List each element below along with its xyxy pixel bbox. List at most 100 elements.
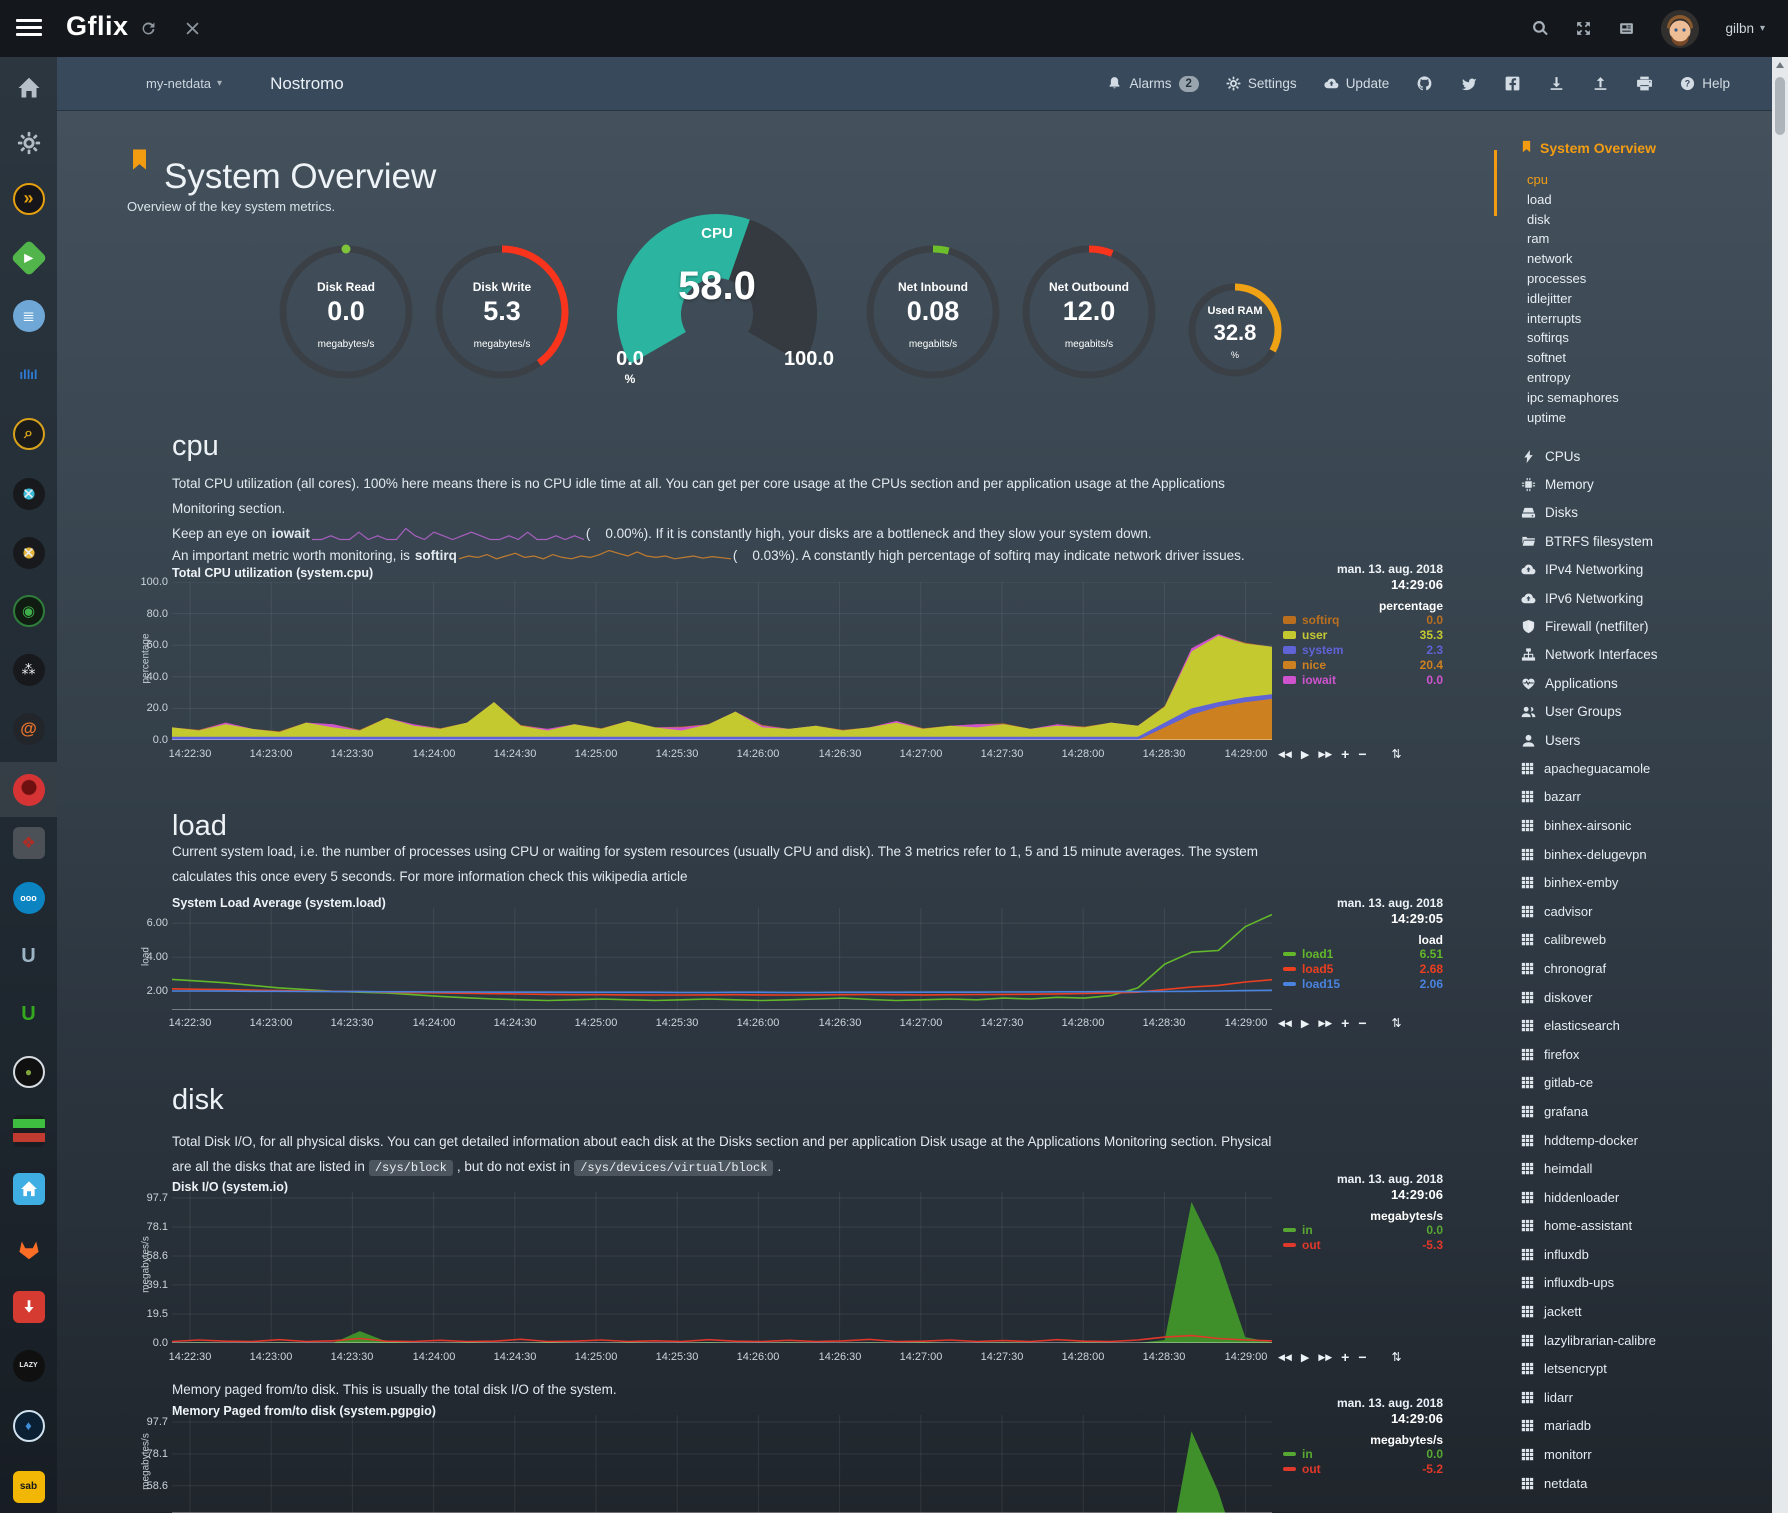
- nav-section-item[interactable]: Disks: [1521, 499, 1766, 527]
- nav-app-item[interactable]: binhex-airsonic: [1521, 811, 1766, 840]
- nav-app-item[interactable]: chronograf: [1521, 954, 1766, 983]
- legend-row[interactable]: iowait 0.0: [1283, 672, 1443, 687]
- nav-section-item[interactable]: Network Interfaces: [1521, 641, 1766, 669]
- nav-app-item[interactable]: binhex-delugevpn: [1521, 840, 1766, 869]
- nav-menu-item[interactable]: disk: [1527, 211, 1551, 227]
- legend-row[interactable]: nice 20.4: [1283, 657, 1443, 672]
- nav-app-item[interactable]: apacheguacamole: [1521, 754, 1766, 783]
- nav-app-item[interactable]: cadvisor: [1521, 897, 1766, 926]
- plex-icon[interactable]: »: [0, 171, 57, 226]
- nav-section-item[interactable]: IPv4 Networking: [1521, 556, 1766, 584]
- legend-row[interactable]: load1 6.51: [1283, 947, 1443, 962]
- menu-icon[interactable]: [16, 19, 42, 38]
- search-icon[interactable]: [1532, 20, 1549, 37]
- cubes-icon[interactable]: ❖: [0, 815, 57, 870]
- hostname[interactable]: Nostromo: [270, 73, 344, 93]
- nav-menu-item[interactable]: softnet: [1527, 350, 1567, 366]
- legend-row[interactable]: softirq 0.0: [1283, 613, 1443, 628]
- nav-app-item[interactable]: home-assistant: [1521, 1212, 1766, 1241]
- help-button[interactable]: ? Help: [1680, 76, 1730, 91]
- legend-row[interactable]: user 35.3: [1283, 628, 1443, 643]
- zoom-out-icon[interactable]: −: [1358, 746, 1367, 762]
- pan-left-icon[interactable]: ◀◀: [1278, 748, 1292, 759]
- disk-chart[interactable]: [172, 1192, 1272, 1343]
- nav-menu-item[interactable]: load: [1527, 191, 1552, 207]
- twitter-icon[interactable]: [1460, 75, 1477, 92]
- zoom-out-icon[interactable]: −: [1358, 1015, 1367, 1031]
- close-icon[interactable]: [184, 20, 201, 42]
- load-chart[interactable]: [172, 908, 1272, 1010]
- emby-icon[interactable]: ▶: [0, 230, 57, 285]
- app-x-gold-icon[interactable]: ✕: [0, 525, 57, 580]
- nav-app-item[interactable]: letsencrypt: [1521, 1354, 1766, 1383]
- nav-menu-item[interactable]: ram: [1527, 231, 1550, 247]
- nav-section-item[interactable]: CPUs: [1521, 442, 1766, 470]
- zoom-out-icon[interactable]: −: [1358, 1349, 1367, 1365]
- nav-menu-item[interactable]: entropy: [1527, 369, 1571, 385]
- droplet-icon[interactable]: ♦: [0, 1398, 57, 1453]
- nav-section-item[interactable]: IPv6 Networking: [1521, 584, 1766, 612]
- unraid-icon[interactable]: U: [21, 945, 36, 967]
- refresh-icon[interactable]: [140, 20, 157, 42]
- nav-app-item[interactable]: gitlab-ce: [1521, 1069, 1766, 1098]
- resize-icon[interactable]: ⇅: [1391, 1016, 1402, 1030]
- nav-app-item[interactable]: firefox: [1521, 1040, 1766, 1069]
- news-icon[interactable]: [1618, 20, 1635, 37]
- resize-icon[interactable]: ⇅: [1391, 747, 1402, 761]
- jackett-icon[interactable]: ⌕: [0, 406, 57, 461]
- legend-row[interactable]: in 0.0: [1283, 1447, 1443, 1462]
- nav-menu-item[interactable]: uptime: [1527, 409, 1567, 425]
- pan-right-icon[interactable]: ▶▶: [1318, 1351, 1333, 1362]
- nav-section-item[interactable]: User Groups: [1521, 698, 1766, 726]
- netdata-host-dropdown[interactable]: my-netdata ▾: [146, 76, 223, 91]
- facebook-icon[interactable]: [1504, 75, 1521, 92]
- sabnzbd-icon[interactable]: sab: [0, 1459, 57, 1513]
- nav-app-item[interactable]: diskover: [1521, 983, 1766, 1012]
- grafana-icon[interactable]: @: [0, 701, 57, 756]
- export-icon[interactable]: [1592, 75, 1609, 92]
- green-swirl-icon[interactable]: ◉: [0, 583, 57, 638]
- pan-right-icon[interactable]: ▶▶: [1318, 748, 1333, 759]
- nav-app-item[interactable]: bazarr: [1521, 783, 1766, 812]
- library-icon[interactable]: ≣: [0, 288, 57, 343]
- import-icon[interactable]: [1548, 75, 1565, 92]
- home-assistant-icon[interactable]: [0, 1161, 57, 1216]
- nav-app-item[interactable]: elasticsearch: [1521, 1011, 1766, 1040]
- nav-menu-item[interactable]: cpu: [1527, 172, 1548, 187]
- nav-app-item[interactable]: binhex-emby: [1521, 868, 1766, 897]
- zoom-in-icon[interactable]: +: [1341, 746, 1350, 762]
- alarms-button[interactable]: Alarms 2: [1107, 75, 1199, 92]
- nav-system-overview[interactable]: System Overview: [1520, 140, 1656, 156]
- legend-row[interactable]: system 2.3: [1283, 643, 1443, 658]
- pan-left-icon[interactable]: ◀◀: [1278, 1351, 1292, 1362]
- legend-row[interactable]: in 0.0: [1283, 1223, 1443, 1238]
- avatar[interactable]: [1661, 9, 1700, 48]
- nav-section-item[interactable]: BTRFS filesystem: [1521, 527, 1766, 555]
- play-icon[interactable]: ▶: [1300, 1017, 1310, 1030]
- nav-menu-item[interactable]: softirqs: [1527, 330, 1569, 346]
- legend-row[interactable]: out -5.3: [1283, 1238, 1443, 1253]
- nav-app-item[interactable]: lazylibrarian-calibre: [1521, 1326, 1766, 1355]
- nav-section-item[interactable]: Users: [1521, 726, 1766, 754]
- settings-button[interactable]: Settings: [1226, 76, 1297, 91]
- app-x-cyan-icon[interactable]: ✕: [0, 466, 57, 521]
- memory-chart[interactable]: [172, 1415, 1272, 1513]
- lazylibrarian-icon[interactable]: LAZY: [0, 1338, 57, 1393]
- resize-icon[interactable]: ⇅: [1391, 1350, 1402, 1364]
- nextcloud-icon[interactable]: ooo: [0, 870, 57, 925]
- legend-row[interactable]: out -5.2: [1283, 1462, 1443, 1477]
- nav-section-item[interactable]: Firewall (netfilter): [1521, 612, 1766, 640]
- legend-row[interactable]: load15 2.06: [1283, 977, 1443, 992]
- pan-left-icon[interactable]: ◀◀: [1278, 1017, 1292, 1028]
- nav-menu-item[interactable]: network: [1527, 251, 1573, 267]
- user-menu[interactable]: gilbn ▾: [1725, 21, 1765, 36]
- nav-app-item[interactable]: lidarr: [1521, 1383, 1766, 1412]
- nav-app-item[interactable]: netdata: [1521, 1469, 1766, 1498]
- nav-app-item[interactable]: hiddenloader: [1521, 1183, 1766, 1212]
- settings-icon[interactable]: [0, 115, 57, 170]
- nav-app-item[interactable]: calibreweb: [1521, 926, 1766, 955]
- update-button[interactable]: Update: [1324, 76, 1389, 91]
- cpu-chart[interactable]: [172, 582, 1272, 740]
- monitorr-icon[interactable]: [0, 1103, 57, 1158]
- nav-app-item[interactable]: jackett: [1521, 1297, 1766, 1326]
